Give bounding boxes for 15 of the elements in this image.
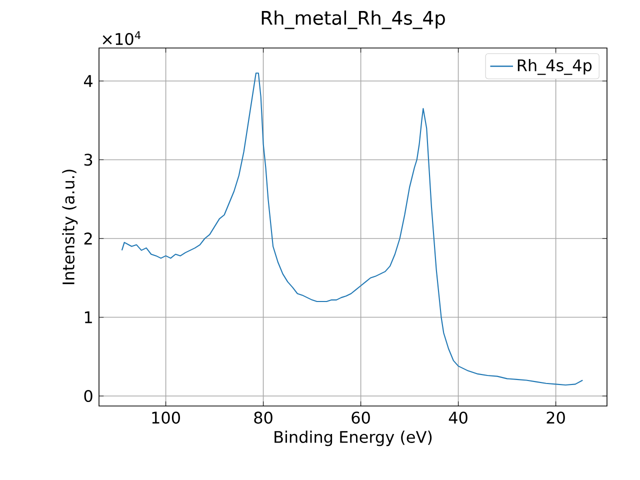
x-tick-label: 80 <box>254 412 272 424</box>
x-tick-label: 100 <box>152 412 180 424</box>
text: ×10$^{4}$ <box>102 31 141 46</box>
chart-title: Rh_metal_Rh_4s_4p <box>262 10 445 30</box>
legend-label: Rh_4s_4p <box>518 58 592 75</box>
y-tick-label: 3 <box>84 154 92 166</box>
x-axis-title: Binding Energy (eV) <box>274 430 432 446</box>
y-tick-label: 2 <box>84 232 92 244</box>
y-tick-label: 1 <box>84 311 92 324</box>
y-axis-title: Intensity (a.u.) <box>62 170 78 284</box>
x-tick-label: 60 <box>352 412 370 424</box>
y-tick-label: 0 <box>84 390 92 402</box>
x-tick-label: 40 <box>448 412 468 424</box>
y-tick-label: 4 <box>84 75 92 87</box>
x-tick-label: 20 <box>546 412 565 424</box>
